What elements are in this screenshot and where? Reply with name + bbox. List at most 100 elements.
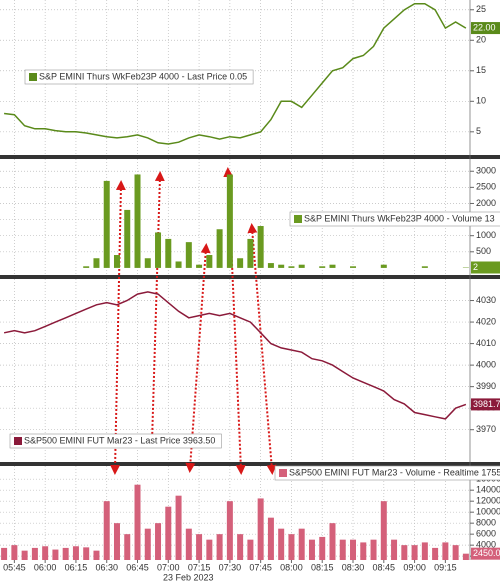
legend: S&P EMINI Thurs WkFeb23P 4000 - Last Pri… [24, 69, 254, 85]
volume-bar [421, 266, 428, 268]
legend: S&P500 EMINI FUT Mar23 - Last Price 3963… [9, 433, 222, 449]
x-tick-label: 07:45 [249, 562, 272, 572]
legend: S&P EMINI Thurs WkFeb23P 4000 - Volume 1… [289, 211, 500, 227]
y-tick-label: 10 [476, 96, 486, 106]
volume-bar [226, 501, 233, 560]
x-tick-label: 08:45 [373, 562, 396, 572]
volume-bar [124, 534, 131, 560]
volume-bar [370, 539, 377, 560]
volume-bar [462, 553, 469, 560]
volume-bar [237, 258, 244, 268]
arrow [185, 243, 211, 473]
volume-bar [278, 264, 285, 268]
legend-box [24, 69, 254, 85]
separator [0, 462, 500, 466]
x-tick-label: 06:45 [126, 562, 149, 572]
volume-bar [257, 498, 264, 560]
x-tick-label: 09:15 [434, 562, 457, 572]
y-tick-label: 14000 [476, 485, 500, 495]
y-tick-label: 25 [476, 4, 486, 14]
y-tick-label: 2000 [476, 198, 496, 208]
y-tick-label: 5 [476, 126, 481, 136]
y-tick-label: 4020 [476, 316, 496, 326]
x-tick-label: 06:30 [95, 562, 118, 572]
separator [0, 155, 500, 159]
volume-bar [124, 209, 131, 268]
volume-bar [267, 263, 274, 268]
volume-bar [298, 264, 305, 268]
volume-bar [62, 547, 69, 560]
volume-bar [52, 549, 59, 560]
last-value-label: 2 [473, 262, 478, 272]
volume-bar [391, 539, 398, 560]
volume-bar [226, 174, 233, 268]
annotation-arrows [110, 167, 277, 475]
price-line [4, 2, 467, 145]
volume-bar [185, 242, 192, 268]
volume-bar [144, 528, 151, 560]
volume-bar [267, 517, 274, 560]
volume-bar [401, 545, 408, 560]
last-value-badge [471, 398, 500, 411]
volume-bar [93, 258, 100, 268]
volume-bar [196, 264, 203, 268]
volume-bar [165, 238, 172, 268]
x-tick-label: 07:30 [219, 562, 242, 572]
y-tick-label: 2500 [476, 182, 496, 192]
x-tick-label: 07:15 [188, 562, 211, 572]
volume-bar [329, 523, 336, 560]
last-value-badge [471, 261, 500, 274]
x-tick-label: 08:30 [342, 562, 365, 572]
legend-swatch [14, 437, 22, 445]
separator [0, 275, 500, 279]
volume-bar [442, 542, 449, 560]
volume-bar [257, 226, 264, 268]
volume-bar [247, 238, 254, 268]
legend-label: S&P500 EMINI FUT Mar23 - Volume - Realti… [289, 467, 500, 477]
volume-bar [380, 264, 387, 268]
volume-bar [155, 523, 162, 560]
volume-bar [134, 174, 141, 268]
volume-bar [308, 539, 315, 560]
volume-bar [339, 539, 346, 560]
volume-bar [237, 534, 244, 560]
y-tick-label: 3990 [476, 381, 496, 391]
volume-bar [165, 506, 172, 560]
y-tick-label: 3000 [476, 166, 496, 176]
y-tick-label: 20 [476, 35, 486, 45]
volume-bar [216, 229, 223, 268]
x-tick-label: 07:00 [157, 562, 180, 572]
volume-bar [21, 550, 28, 560]
last-value-badge [471, 22, 500, 35]
volume-bar [380, 501, 387, 560]
volume-bar [411, 545, 418, 560]
legend-swatch [294, 215, 302, 223]
volume-bar [206, 255, 213, 268]
volume-bar [278, 528, 285, 560]
volume-bar [175, 261, 182, 268]
volume-bar [350, 266, 357, 268]
volume-bar [42, 546, 49, 560]
volume-bar [298, 528, 305, 560]
y-tick-label: 500 [476, 246, 491, 256]
last-value-label: 22.00 [473, 22, 496, 32]
arrow [247, 223, 277, 475]
legend-box [289, 211, 500, 227]
volume-bar [93, 550, 100, 560]
y-tick-label: 4000 [476, 540, 496, 550]
volume-bar [247, 539, 254, 560]
volume-bar [319, 266, 326, 268]
y-tick-label: 6000 [476, 529, 496, 539]
price-line [3, 291, 467, 420]
arrow [110, 180, 126, 475]
volume-bar [185, 528, 192, 560]
legend-swatch [29, 73, 37, 81]
volume-bar [175, 495, 182, 560]
last-value-label: 3981.75 [473, 399, 500, 409]
volume-bar [319, 536, 326, 560]
volume-bar [329, 264, 336, 268]
volume-bar [421, 542, 428, 560]
volume-bar [113, 255, 120, 268]
volume-bar [216, 534, 223, 560]
